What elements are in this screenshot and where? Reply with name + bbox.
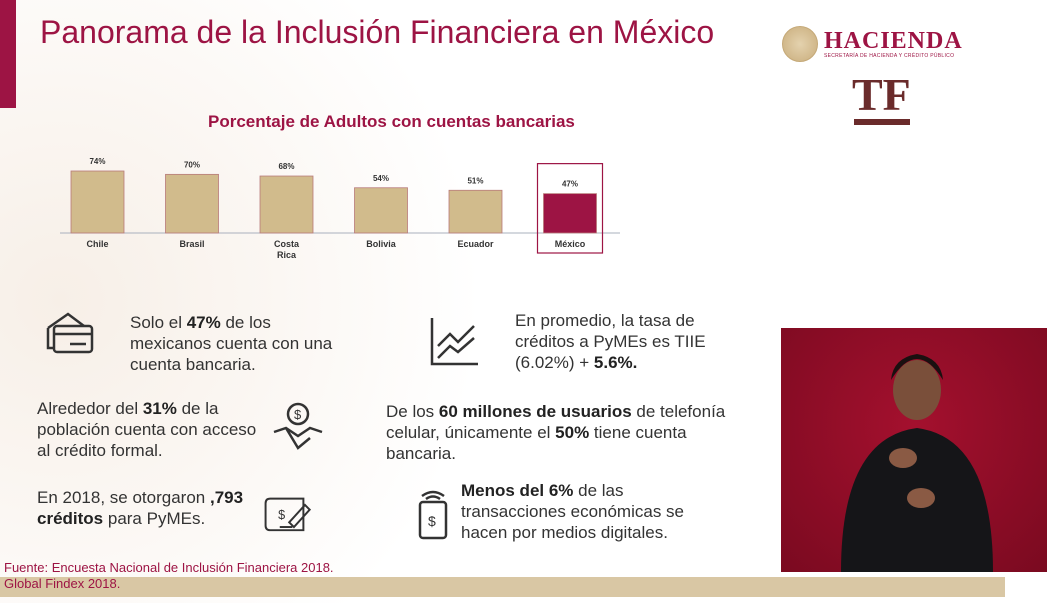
- fact-mobile-users: De los 60 millones de usuarios de telefo…: [386, 402, 726, 463]
- bar-bolivia: [354, 187, 408, 234]
- data-label: 70%: [184, 160, 200, 169]
- data-label: 74%: [89, 157, 105, 166]
- data-label: 51%: [467, 176, 483, 185]
- footer-bar: [0, 577, 1005, 597]
- tf-logo-base: [854, 119, 910, 125]
- source-line-1: Fuente: Encuesta Nacional de Inclusión F…: [4, 560, 334, 575]
- fact-digital-transactions: Menos del 6% de las transacciones económ…: [461, 481, 685, 542]
- category-label: México: [555, 239, 586, 249]
- bar-chile: [70, 170, 125, 234]
- hacienda-logo: HACIENDA SECRETARÍA DE HACIENDA Y CRÉDIT…: [782, 26, 963, 62]
- category-label: Bolivia: [366, 239, 397, 249]
- hacienda-subtitle: SECRETARÍA DE HACIENDA Y CRÉDITO PÚBLICO: [824, 53, 955, 59]
- handshake-money-icon: $: [272, 402, 324, 459]
- fact-credit-access: Alrededor del 31% de la población cuenta…: [37, 399, 257, 460]
- svg-text:$: $: [294, 407, 302, 422]
- bar-méxico: [543, 193, 597, 234]
- contract-icon: $: [264, 490, 316, 547]
- slide-title: Panorama de la Inclusión Financiera en M…: [40, 14, 715, 50]
- bar-ecuador: [448, 189, 503, 234]
- hacienda-name: HACIENDA: [824, 28, 963, 54]
- category-label: Brasil: [179, 239, 204, 249]
- svg-text:$: $: [428, 513, 436, 529]
- fact-pyme-credits: En 2018, se otorgaron ,793 créditos para…: [37, 488, 244, 528]
- chart-title: Porcentaje de Adultos con cuentas bancar…: [208, 112, 575, 131]
- svg-text:$: $: [278, 508, 285, 522]
- fact-credit-rate: En promedio, la tasa de créditos a PyMEs…: [515, 311, 706, 372]
- category-label: Ecuador: [457, 239, 494, 249]
- tf-logo: TF: [852, 69, 911, 120]
- data-label: 47%: [562, 180, 578, 189]
- category-label: Costa: [274, 239, 300, 249]
- fact-accounts: Solo el 47% de los mexicanos cuenta con …: [130, 313, 333, 374]
- source-note: Fuente: Encuesta Nacional de Inclusión F…: [4, 560, 334, 592]
- highlight-frame: [536, 163, 604, 254]
- source-line-2: Global Findex 2018.: [4, 576, 121, 591]
- data-label: 54%: [373, 174, 389, 183]
- category-label: Rica: [277, 250, 297, 260]
- title-accent-bar: [0, 0, 16, 108]
- sign-language-interpreter-video: [781, 328, 1047, 572]
- credit-card-icon: [44, 308, 96, 365]
- bar-brasil: [165, 173, 219, 234]
- trend-chart-icon: [428, 316, 480, 373]
- interpreter-figure: [841, 354, 993, 572]
- category-label: Chile: [86, 239, 108, 249]
- seal-icon: [782, 26, 818, 62]
- bar-costa-rica: [259, 175, 314, 234]
- data-label: 68%: [278, 162, 294, 171]
- mobile-payment-icon: $: [408, 488, 460, 545]
